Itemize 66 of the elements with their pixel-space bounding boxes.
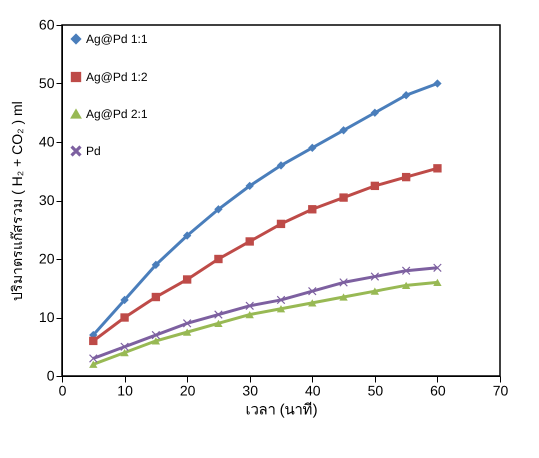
x-tick-label: 10 — [117, 382, 134, 398]
y-tick-label: 50 — [38, 75, 55, 91]
point — [402, 282, 410, 289]
y-tick-label: 0 — [46, 368, 55, 384]
x-tick-label: 40 — [304, 382, 321, 398]
point — [214, 205, 223, 214]
x-tick-label: 50 — [368, 382, 384, 398]
point — [308, 205, 316, 214]
point — [214, 254, 223, 264]
point — [182, 319, 192, 328]
point — [402, 172, 410, 182]
point — [120, 313, 129, 322]
point — [370, 108, 380, 117]
point — [308, 299, 316, 306]
point — [370, 182, 380, 190]
legend-label: Ag@Pd 2:1 — [86, 107, 148, 121]
point — [120, 348, 129, 356]
point — [339, 278, 348, 287]
point — [152, 260, 160, 270]
point — [182, 275, 192, 284]
x-tick-label: 0 — [58, 382, 67, 398]
legend-label: Ag@Pd 1:1 — [86, 32, 148, 46]
point — [182, 231, 192, 240]
point — [89, 354, 98, 363]
x-tick-label: 20 — [180, 382, 196, 398]
x-tick-label: 30 — [242, 382, 258, 398]
point — [246, 302, 254, 310]
point — [339, 293, 348, 301]
y-tick-label: 10 — [38, 309, 55, 325]
x-tick-label: 60 — [430, 382, 446, 398]
point — [152, 337, 160, 345]
point — [89, 336, 98, 346]
point — [120, 296, 129, 304]
legend-label: Ag@Pd 1:2 — [86, 70, 148, 84]
x-tick-label: 70 — [492, 382, 508, 398]
point — [276, 296, 286, 304]
y-axis-title: ปริมาตรแก๊สรวม ( H₂ + CO₂ ) ml — [8, 101, 25, 301]
point — [339, 193, 348, 202]
point — [370, 288, 380, 295]
y-tick-label: 20 — [38, 250, 55, 266]
point — [214, 310, 223, 319]
point — [370, 272, 380, 281]
point — [89, 360, 98, 368]
point — [433, 79, 442, 88]
point — [152, 292, 160, 302]
point — [339, 126, 348, 134]
point — [433, 278, 442, 286]
point — [152, 330, 160, 340]
point — [120, 342, 129, 351]
y-tick-label: 30 — [38, 192, 55, 208]
point — [276, 305, 286, 312]
point — [182, 328, 192, 336]
point — [308, 144, 316, 152]
point — [246, 182, 254, 190]
point — [402, 91, 410, 100]
point — [276, 220, 286, 228]
point — [246, 237, 254, 246]
point — [433, 164, 442, 173]
point — [246, 310, 254, 318]
y-tick-label: 40 — [38, 134, 55, 150]
y-tick-label: 60 — [38, 16, 55, 32]
point — [214, 320, 223, 327]
point — [433, 264, 442, 272]
point — [276, 161, 286, 170]
legend-label: Pd — [86, 144, 101, 158]
x-axis-title: เวลา (นาที) — [245, 402, 318, 418]
